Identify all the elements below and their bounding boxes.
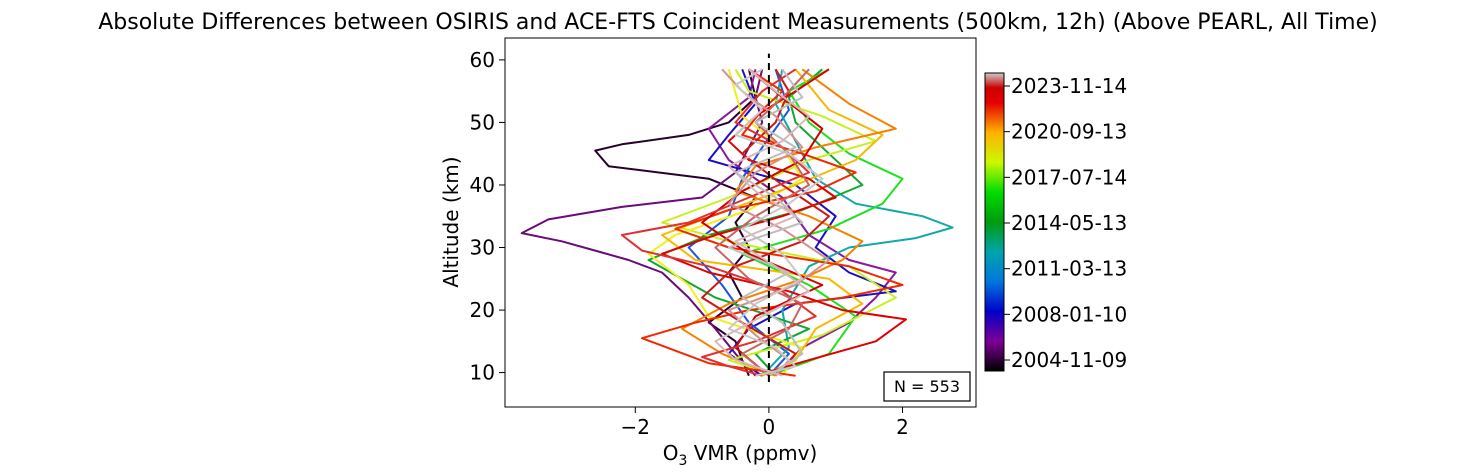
x-tick-label: 0 (763, 415, 776, 439)
x-axis-label-subscript: 3 (678, 453, 687, 469)
y-tick-label: 50 (470, 110, 495, 134)
y-tick-label: 10 (470, 361, 495, 385)
y-tick-label: 30 (470, 236, 495, 260)
colorbar-tick-label: 2017-07-14 (1011, 165, 1127, 189)
chart-title: Absolute Differences between OSIRIS and … (98, 10, 1377, 35)
colorbar-tick-label: 2020-09-13 (1011, 120, 1127, 144)
colorbar-tick-label: 2014-05-13 (1011, 211, 1127, 235)
x-axis-label-main: O (663, 441, 679, 465)
x-tick-label: 2 (896, 415, 909, 439)
y-tick-label: 40 (470, 173, 495, 197)
x-axis-label: O3 VMR (ppmv) (663, 441, 818, 469)
y-tick-label: 20 (470, 298, 495, 322)
plot-frame (504, 37, 977, 408)
series-line-15 (701, 68, 830, 377)
series-line-17 (714, 68, 810, 377)
x-axis-ticks: −2 0 2 (621, 407, 909, 439)
count-annotation-box (883, 371, 971, 402)
colorbar (984, 72, 1005, 372)
y-axis-label: Altitude (km) (439, 156, 463, 287)
series-line-21 (727, 68, 804, 377)
series-line-12 (641, 68, 904, 377)
colorbar-tick-label: 2004-11-09 (1011, 348, 1127, 372)
series-line-8 (661, 68, 897, 377)
colorbar-tick-label: 2023-11-14 (1011, 74, 1127, 98)
series-line-10 (661, 68, 884, 377)
series-line-2 (707, 69, 897, 377)
y-tick-label: 60 (470, 48, 495, 72)
series-line-16 (620, 68, 817, 377)
colorbar-tick-label: 2008-01-10 (1011, 302, 1127, 326)
x-tick-label: −2 (621, 415, 650, 439)
count-annotation: N = 553 (894, 377, 960, 396)
colorbar-ticks: 2004-11-09 2008-01-10 2011-03-13 2014-05-13… (1004, 74, 1127, 372)
y-axis-ticks: 10 20 30 40 50 60 (470, 48, 505, 385)
series-line-20 (714, 68, 810, 377)
series-line-5 (761, 69, 954, 377)
x-axis-label-rest: VMR (ppmv) (687, 441, 817, 465)
colorbar-tick-label: 2011-03-13 (1011, 257, 1127, 281)
series-line-7 (741, 68, 904, 377)
series-layer (520, 68, 954, 377)
series-line-19 (727, 68, 824, 377)
